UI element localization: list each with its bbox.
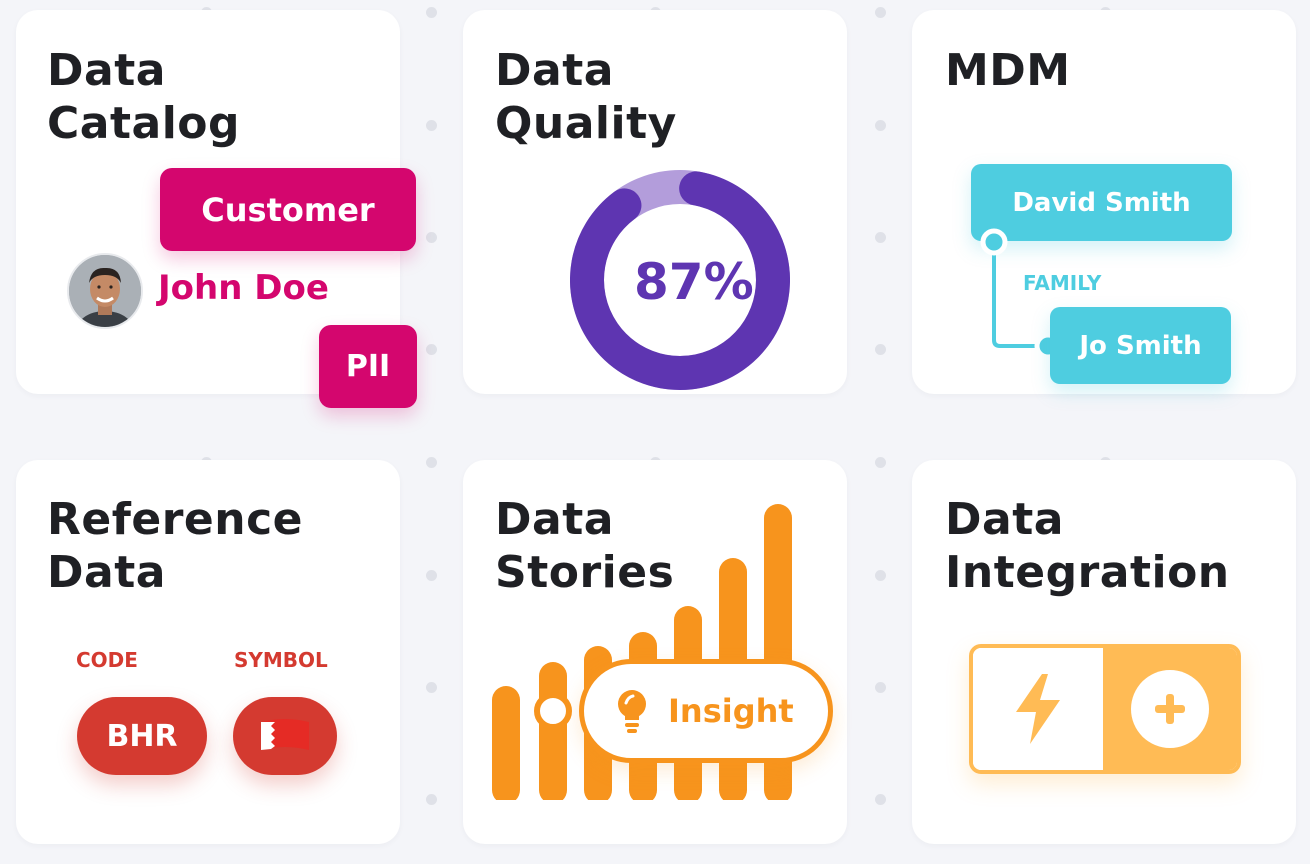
code-column-header: CODE <box>76 648 138 672</box>
background-dot <box>875 570 886 581</box>
person-name: John Doe <box>158 268 329 308</box>
insight-label: Insight <box>668 692 794 730</box>
background-dot <box>426 457 437 468</box>
data-stories-title: Data Stories <box>495 494 675 598</box>
background-dot <box>875 7 886 18</box>
quality-score-label: 87% <box>634 253 754 311</box>
integration-widget[interactable] <box>969 644 1241 774</box>
bahrain-flag-icon <box>261 719 309 750</box>
insight-badge[interactable]: Insight <box>579 659 833 763</box>
background-dot <box>426 232 437 243</box>
data-quality-title: Data Quality <box>495 45 677 149</box>
reference-data-title: Reference Data <box>47 494 303 598</box>
integration-source-panel <box>973 648 1103 770</box>
background-dot <box>426 570 437 581</box>
mdm-record-primary: David Smith <box>971 164 1232 241</box>
pii-tag: PII <box>319 325 417 408</box>
background-dot <box>426 7 437 18</box>
lightning-bolt-icon <box>1016 674 1060 744</box>
add-connection-button[interactable] <box>1131 670 1209 748</box>
data-catalog-title: Data Catalog <box>47 45 241 149</box>
avatar <box>67 253 143 329</box>
mdm-record-related: Jo Smith <box>1050 307 1231 384</box>
symbol-column-header: SYMBOL <box>234 648 328 672</box>
donut-progress-arc <box>570 170 790 390</box>
plus-icon <box>1155 694 1185 724</box>
background-dot <box>426 794 437 805</box>
mdm-title: MDM <box>945 45 1071 96</box>
background-dot <box>426 682 437 693</box>
background-dot <box>426 344 437 355</box>
background-dot <box>875 457 886 468</box>
data-integration-title: Data Integration <box>945 494 1230 598</box>
bar-node <box>534 692 572 730</box>
background-dot <box>875 794 886 805</box>
background-dot <box>875 344 886 355</box>
reference-data-card[interactable] <box>16 460 400 844</box>
customer-tag: Customer <box>160 168 416 251</box>
symbol-value-pill <box>233 697 337 775</box>
integration-add-panel <box>1103 648 1237 770</box>
lightbulb-icon <box>618 690 646 733</box>
relationship-label: FAMILY <box>1023 271 1102 295</box>
background-dot <box>875 682 886 693</box>
code-value-pill: BHR <box>77 697 207 775</box>
background-dot <box>875 120 886 131</box>
quality-donut-chart <box>570 170 790 390</box>
background-dot <box>426 120 437 131</box>
background-dot <box>875 232 886 243</box>
